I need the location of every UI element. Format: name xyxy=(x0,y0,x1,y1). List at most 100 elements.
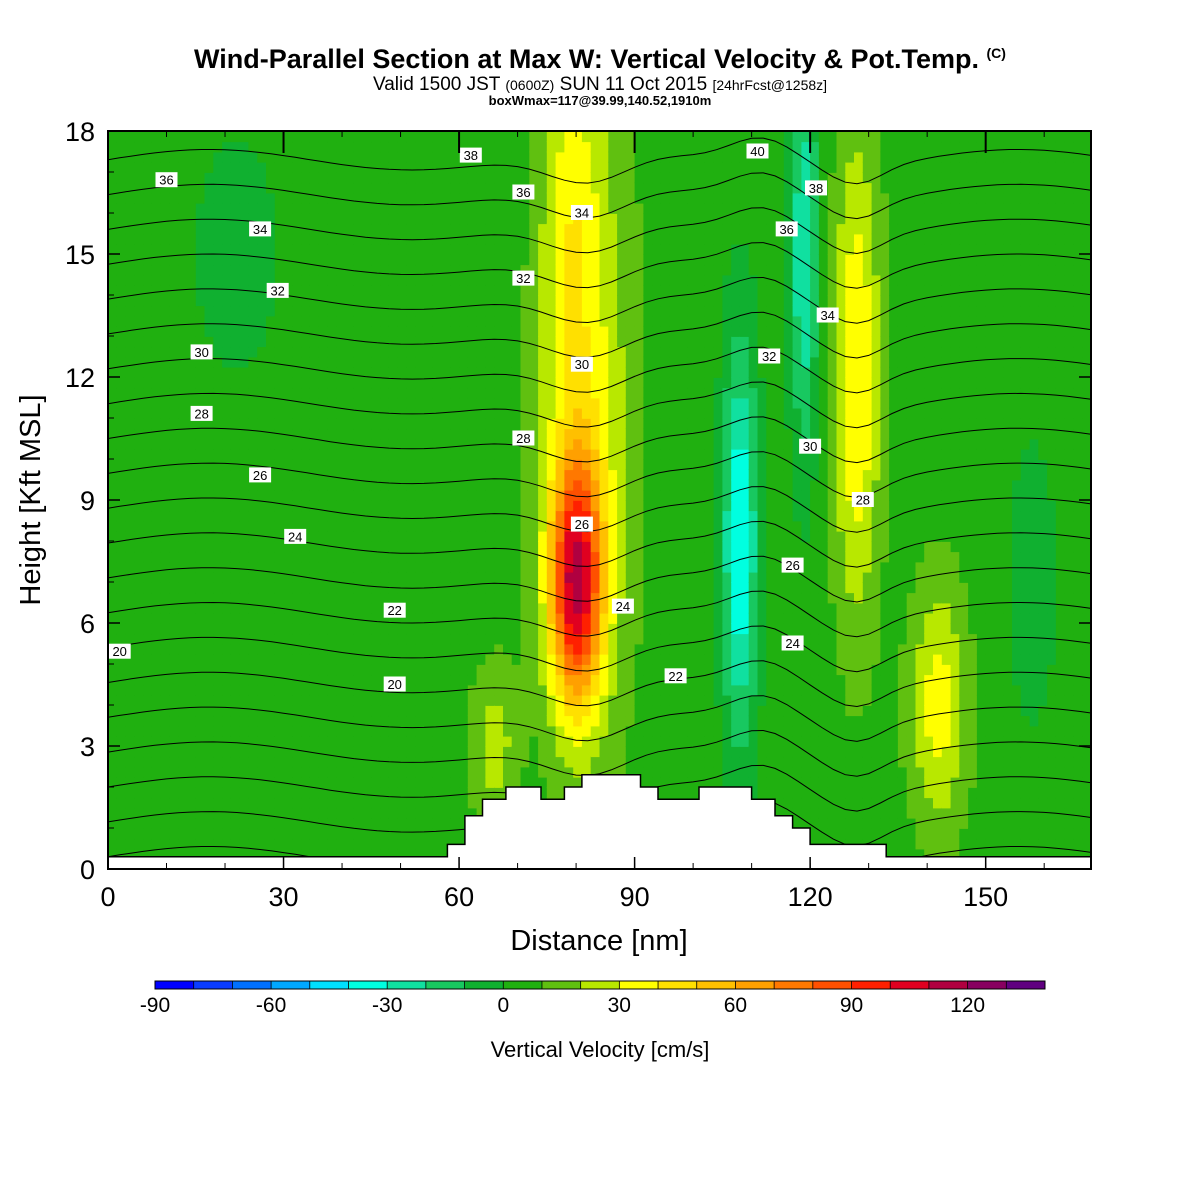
field-cell xyxy=(388,141,399,153)
field-cell xyxy=(652,315,662,327)
field-cell xyxy=(494,479,504,491)
field-cell xyxy=(634,387,645,399)
field-cell xyxy=(573,633,583,645)
field-cell xyxy=(459,592,469,604)
field-cell xyxy=(239,500,250,512)
field-cell xyxy=(169,797,179,809)
field-cell xyxy=(309,377,320,389)
field-cell xyxy=(625,489,636,501)
field-cell xyxy=(546,510,557,522)
field-cell xyxy=(511,735,522,747)
field-cell xyxy=(713,674,724,686)
field-cell xyxy=(345,243,355,255)
field-cell xyxy=(178,336,188,348)
field-cell xyxy=(178,684,188,696)
field-cell xyxy=(696,325,706,337)
field-cell xyxy=(450,530,460,542)
field-cell xyxy=(485,448,495,460)
field-cell xyxy=(617,459,627,471)
field-cell xyxy=(283,602,294,614)
field-cell xyxy=(151,305,162,317)
field-cell xyxy=(441,817,452,829)
field-cell xyxy=(125,346,136,358)
field-cell xyxy=(511,254,522,266)
field-cell xyxy=(669,202,680,214)
field-cell xyxy=(459,725,469,737)
field-cell xyxy=(222,387,232,399)
field-cell xyxy=(371,694,381,706)
field-cell xyxy=(160,295,171,307)
field-cell xyxy=(266,602,276,614)
field-cell xyxy=(625,243,636,255)
field-cell xyxy=(643,705,653,717)
field-cell xyxy=(248,510,258,522)
field-cell xyxy=(239,766,250,778)
field-cell xyxy=(257,325,267,337)
field-cell xyxy=(538,766,548,778)
field-cell xyxy=(590,202,601,214)
field-cell xyxy=(169,756,179,768)
field-cell xyxy=(116,192,127,204)
field-cell xyxy=(424,500,434,512)
field-cell xyxy=(309,192,320,204)
field-cell xyxy=(520,694,531,706)
field-cell xyxy=(704,284,715,296)
field-cell xyxy=(660,377,671,389)
field-cell xyxy=(617,664,627,676)
field-cell xyxy=(187,561,197,573)
field-cell xyxy=(424,541,434,553)
field-cell xyxy=(494,274,504,286)
field-cell xyxy=(283,418,294,430)
field-cell xyxy=(678,623,689,635)
field-cell xyxy=(625,561,636,573)
field-cell xyxy=(336,346,346,358)
field-cell xyxy=(397,530,408,542)
field-cell xyxy=(178,407,188,419)
field-cell xyxy=(248,336,258,348)
field-cell xyxy=(476,602,487,614)
field-cell xyxy=(660,746,671,758)
field-cell xyxy=(634,346,645,358)
field-cell xyxy=(494,694,504,706)
field-cell xyxy=(406,172,416,184)
field-cell xyxy=(257,213,267,225)
field-cell xyxy=(125,469,136,481)
field-cell xyxy=(511,346,522,358)
field-cell xyxy=(625,356,636,368)
field-cell xyxy=(520,264,531,276)
field-cell xyxy=(538,541,548,553)
field-cell xyxy=(538,315,548,327)
field-cell xyxy=(169,848,179,860)
field-cell xyxy=(678,541,689,553)
field-cell xyxy=(687,684,697,696)
field-cell xyxy=(336,551,346,563)
field-cell xyxy=(274,797,285,809)
field-cell xyxy=(125,223,136,235)
field-cell xyxy=(432,243,443,255)
field-cell xyxy=(336,602,346,614)
field-cell xyxy=(283,356,294,368)
field-cell xyxy=(538,582,548,594)
field-cell xyxy=(555,438,566,450)
field-cell xyxy=(134,848,144,860)
field-cell xyxy=(362,694,373,706)
field-cell xyxy=(494,366,504,378)
field-cell xyxy=(564,571,574,583)
field-cell xyxy=(187,776,197,788)
field-cell xyxy=(318,366,329,378)
field-cell xyxy=(266,243,276,255)
field-cell xyxy=(301,848,311,860)
field-cell xyxy=(169,346,179,358)
field-cell xyxy=(494,141,504,153)
field-cell xyxy=(573,336,583,348)
field-cell xyxy=(546,520,557,532)
field-cell xyxy=(248,500,258,512)
field-cell xyxy=(239,582,250,594)
field-cell xyxy=(195,746,206,758)
field-cell xyxy=(660,192,671,204)
field-cell xyxy=(388,305,399,317)
field-cell xyxy=(634,694,645,706)
field-cell xyxy=(511,715,522,727)
field-cell xyxy=(274,756,285,768)
field-cell xyxy=(660,756,671,768)
